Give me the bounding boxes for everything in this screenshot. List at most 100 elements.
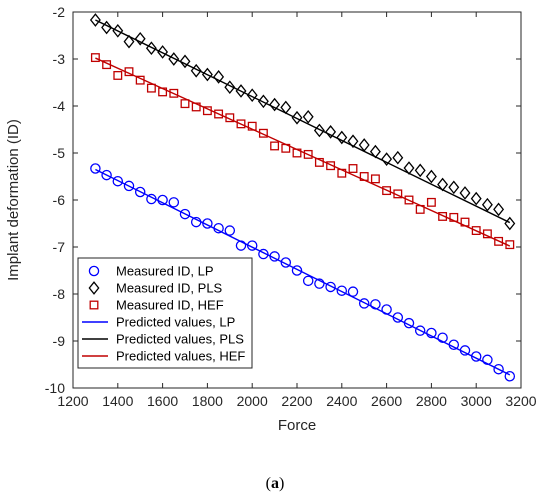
data-point	[112, 175, 124, 187]
legend: Measured ID, LP Measured ID, PLS Measured …	[77, 257, 253, 369]
data-point	[415, 204, 425, 214]
data-point	[202, 106, 212, 116]
data-point	[336, 130, 348, 145]
data-point	[257, 94, 269, 109]
caption-letter: a	[271, 475, 279, 492]
data-point	[235, 84, 247, 98]
data-point	[201, 67, 213, 82]
data-point	[504, 370, 516, 382]
x-tick-label: 2000	[237, 393, 268, 409]
legend-entry: Predicted values, LP	[82, 315, 235, 330]
data-point	[314, 278, 325, 289]
legend-label: Measured ID, HEF	[116, 298, 224, 313]
series-square	[90, 53, 515, 250]
data-point	[414, 163, 426, 178]
predicted-line	[95, 57, 511, 247]
data-point	[404, 195, 414, 205]
data-point	[292, 148, 302, 158]
data-point	[358, 298, 370, 309]
y-tick-label: -6	[53, 192, 66, 208]
data-point	[369, 144, 381, 159]
data-point	[168, 197, 180, 208]
data-point	[179, 208, 191, 220]
data-point	[270, 141, 280, 151]
data-point	[459, 186, 471, 200]
data-point	[145, 41, 157, 56]
x-tick-label: 1200	[57, 393, 88, 409]
data-point	[403, 161, 415, 175]
data-point	[337, 168, 347, 178]
data-point	[381, 152, 393, 166]
axis-ticks: 1200 1400 1600 1800 2000 2200 2400 2600 2800 3000…	[45, 4, 537, 409]
data-point	[471, 226, 481, 235]
legend-entry: Predicted values, HEF	[82, 349, 245, 364]
data-point	[460, 217, 470, 227]
data-point	[134, 31, 146, 46]
data-point	[225, 113, 235, 123]
legend-label: Measured ID, PLS	[116, 281, 223, 296]
data-point	[190, 63, 202, 78]
data-point	[348, 164, 358, 173]
data-point	[146, 83, 156, 93]
data-point	[101, 20, 113, 35]
data-point	[90, 163, 101, 174]
data-point	[437, 177, 449, 192]
data-point	[381, 304, 392, 315]
data-point	[481, 197, 493, 212]
data-marks	[89, 13, 516, 382]
data-point	[382, 186, 392, 196]
x-tick-label: 2800	[416, 393, 447, 409]
data-point	[291, 265, 303, 276]
data-point	[470, 351, 482, 362]
data-point	[291, 110, 303, 125]
data-point	[426, 197, 436, 207]
data-point	[224, 225, 236, 236]
data-point	[158, 87, 168, 97]
data-point	[303, 149, 313, 159]
legend-entries: Measured ID, LP Measured ID, PLS Measured …	[82, 264, 245, 364]
figure-caption: (a)	[266, 475, 285, 492]
data-point	[190, 216, 202, 228]
legend-entry: Predicted values, PLS	[82, 332, 244, 347]
data-point	[123, 180, 135, 192]
data-point	[269, 97, 281, 112]
data-point	[347, 134, 359, 149]
x-tick-label: 2600	[371, 393, 402, 409]
data-point	[370, 174, 380, 184]
data-point	[302, 109, 314, 124]
data-point	[258, 248, 269, 260]
data-point	[281, 143, 291, 153]
data-point	[437, 332, 448, 343]
x-tick-label: 2200	[281, 393, 312, 409]
data-point	[314, 157, 324, 167]
data-point	[493, 363, 504, 375]
data-point	[90, 53, 100, 63]
data-point	[168, 52, 180, 66]
data-point	[101, 169, 112, 181]
data-point	[326, 161, 336, 171]
legend-entry: Measured ID, PLS	[88, 281, 223, 296]
legend-marker	[89, 300, 99, 310]
data-point	[493, 202, 505, 217]
data-point	[280, 100, 292, 115]
legend-label: Predicted values, PLS	[116, 332, 244, 347]
legend-marker	[88, 265, 100, 277]
data-point	[280, 257, 292, 268]
data-point	[169, 88, 179, 98]
x-tick-label: 1800	[192, 393, 223, 409]
data-point	[157, 45, 169, 59]
data-point	[504, 216, 516, 231]
data-point	[414, 325, 426, 336]
x-axis-title: Force	[278, 417, 316, 434]
data-point	[325, 125, 337, 139]
data-point	[157, 194, 168, 206]
data-point	[191, 102, 201, 112]
data-point	[403, 317, 415, 329]
data-point	[124, 67, 134, 77]
data-point	[347, 286, 359, 297]
data-point	[89, 13, 101, 27]
data-point	[113, 71, 123, 80]
caption-open-paren: (	[266, 475, 271, 492]
data-point	[359, 172, 369, 181]
